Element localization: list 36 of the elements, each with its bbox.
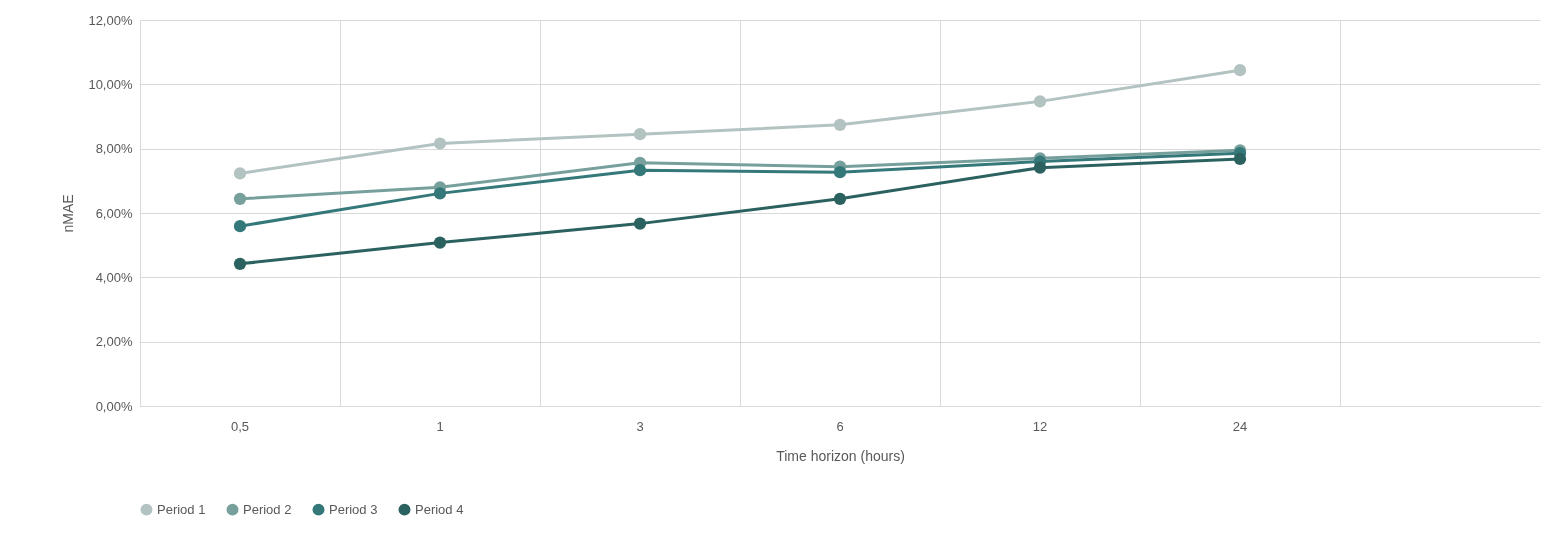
legend-label: Period 1	[157, 501, 206, 517]
point	[433, 236, 447, 249]
y-tick-label: 0,00%	[95, 398, 133, 414]
point	[233, 167, 247, 180]
y-axis-title: nMAE	[60, 194, 77, 233]
point	[833, 118, 847, 131]
x-axis-title: Time horizon (hours)	[776, 447, 905, 464]
legend-label: Period 2	[243, 501, 292, 517]
point	[1233, 64, 1247, 77]
point	[233, 192, 247, 205]
point	[233, 220, 247, 233]
x-tick-label: 12	[1032, 418, 1048, 434]
point	[433, 187, 447, 200]
y-tick-label: 10,00%	[88, 76, 133, 92]
x-tick-label: 6	[836, 418, 844, 434]
point	[833, 166, 847, 179]
y-tick-label: 12,00%	[88, 12, 133, 28]
legend-label: Period 4	[415, 501, 464, 517]
point	[833, 192, 847, 205]
point	[633, 164, 647, 177]
point	[1033, 161, 1047, 174]
y-tick-label: 2,00%	[95, 334, 133, 350]
legend-label: Period 3	[329, 501, 378, 517]
y-tick-label: 4,00%	[95, 269, 133, 285]
point	[1033, 95, 1047, 108]
point	[233, 257, 247, 270]
x-tick-label: 0,5	[230, 418, 250, 434]
point	[633, 128, 647, 141]
x-tick-label: 3	[636, 418, 644, 434]
point	[1233, 152, 1247, 166]
y-tick-label: 8,00%	[95, 141, 133, 157]
point	[633, 217, 647, 230]
y-tick-label: 6,00%	[95, 205, 133, 221]
x-tick-label: 24	[1232, 418, 1248, 434]
x-tick-label: 1	[436, 418, 444, 434]
point	[433, 137, 447, 150]
